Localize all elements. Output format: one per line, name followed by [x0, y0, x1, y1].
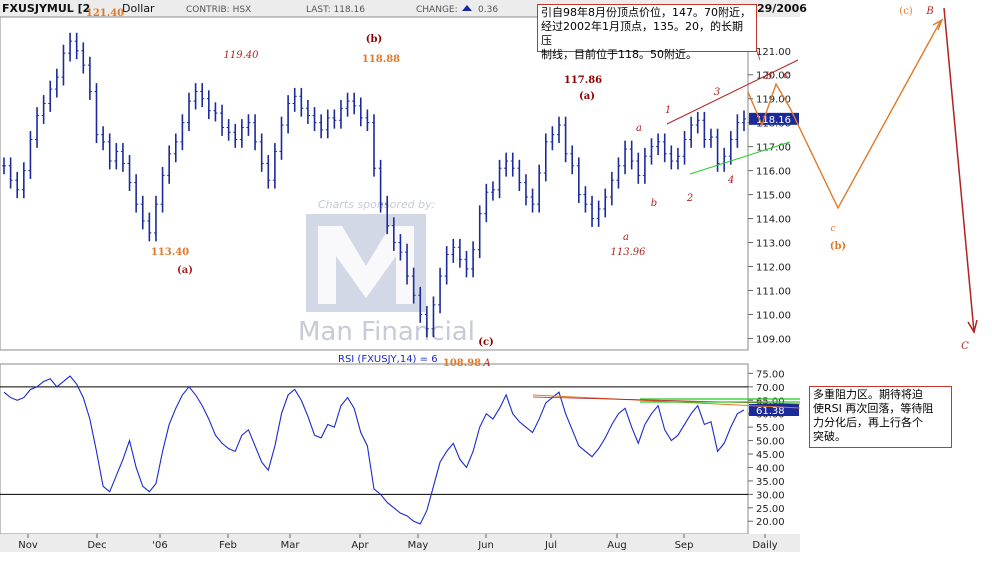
contrib-label: CONTRIB: HSX — [186, 5, 251, 15]
note-bottom-line-1: 多重阻力区。期待将迫 — [813, 388, 923, 401]
label-113-40: 113.40 — [151, 247, 189, 258]
price-tick-label: 115.00 — [756, 191, 791, 202]
price-tick-label: 114.00 — [756, 215, 791, 226]
price-tick-label: 112.00 — [756, 263, 791, 274]
rsi-panel — [0, 363, 749, 535]
watermark-brand-text: Man Financial — [298, 317, 475, 347]
sponsor-watermark: Charts sponsored by: Man Financial — [298, 198, 475, 347]
note-bottom-line-3: 力分化后，再上行各个 — [813, 416, 923, 429]
rsi-tick-label: 40.00 — [756, 463, 785, 474]
label-119-40: 119.40 — [224, 50, 260, 61]
price-tick-label: 119.00 — [756, 95, 791, 106]
projection-path — [747, 21, 941, 210]
price-tick-label: 116.00 — [756, 167, 791, 178]
x-tick-label: Aug — [607, 540, 627, 551]
wave-label-3: 3 — [714, 87, 720, 98]
last-price-tag — [749, 112, 799, 125]
projection-arrowhead — [932, 18, 944, 31]
rsi-line — [3, 375, 745, 525]
rsi-resistance-line-red — [532, 396, 801, 405]
x-axis-bar — [0, 534, 800, 552]
wave-label-A: A — [482, 358, 490, 369]
rsi-tick-label: 25.00 — [756, 504, 785, 515]
date-label: 29/2006 — [757, 2, 807, 15]
label-117-86: 117.86 — [564, 75, 602, 86]
x-tick-label: Sep — [675, 540, 694, 551]
wave-label-a-paren: (a) — [177, 265, 193, 276]
wave-label-c-paren-projection: (c) — [899, 6, 913, 17]
note-bottom-line-4: 突破。 — [813, 430, 846, 443]
x-tick-label: Jun — [477, 540, 494, 551]
price-tick-label: 111.00 — [756, 286, 791, 297]
symbol-label: FXUSJYMUL [2 — [2, 2, 90, 15]
wave-label-b-paren-projection: (b) — [830, 241, 846, 252]
change-value: 0.36 — [478, 5, 498, 15]
watermark-sponsor-text: Charts sponsored by: — [318, 198, 435, 211]
wave-label-b-paren: (b) — [366, 34, 382, 45]
note-bottom-box: 多重阻力区。期待将迫 使RSI 再次回落，等待阻 力分化后，再上行各个 突破。 — [809, 386, 952, 448]
up-arrow-icon — [462, 5, 472, 11]
x-tick-label: Nov — [18, 540, 38, 551]
note-top-line-2: 经过2002年1月顶点，135。20，的长期压 — [541, 20, 743, 47]
label-108-98: 108.98 — [443, 358, 481, 369]
wave-label-b-small-2: b — [766, 71, 772, 82]
wave-label-C: C — [961, 341, 969, 352]
last-price-label: 118.16 — [756, 115, 791, 126]
wave-label-a-lower: a — [623, 232, 629, 243]
note-top-line-3: 制线，目前位于118。50附近。 — [541, 48, 697, 61]
last-label: LAST: 118.16 — [306, 5, 365, 15]
x-tick-label: Feb — [219, 540, 237, 551]
support-trendline — [689, 141, 791, 175]
label-113-96: 113.96 — [611, 247, 647, 258]
wave-label-1: 1 — [665, 105, 671, 116]
wave-label-c-small: c — [783, 70, 789, 81]
wave-label-b-small: b — [651, 198, 657, 209]
watermark-m-shape — [318, 226, 414, 304]
wave-label-2: 2 — [686, 193, 693, 204]
price-tick-label: 120.00 — [756, 71, 791, 82]
price-tick-label: 117.00 — [756, 143, 791, 154]
change-label: CHANGE: — [416, 5, 458, 15]
label-118-88: 118.88 — [362, 54, 400, 65]
last-rsi-label: 61.38 — [756, 406, 785, 417]
price-tick-label: 121.00 — [756, 47, 791, 58]
down-projection-arrowhead — [967, 319, 978, 334]
wave-label-c-paren: (c) — [478, 337, 494, 348]
x-tick-label: Mar — [281, 540, 301, 551]
wave-label-c-projection: c — [830, 224, 835, 234]
price-tick-label: 113.00 — [756, 239, 791, 250]
note-top-line-1: 引自98年8月份顶点价位，147。70附近， — [541, 6, 751, 19]
label-121-40: 121.40 — [86, 8, 124, 19]
x-tick-label: May — [408, 540, 429, 551]
x-tick-label: '06 — [152, 540, 167, 551]
wave-label-a-paren-2: (a) — [579, 91, 595, 102]
rsi-tick-label: 30.00 — [756, 490, 785, 501]
x-tick-label: Daily — [752, 540, 777, 551]
currency-label: Dollar — [122, 2, 155, 15]
resistance-trendline — [666, 59, 799, 125]
rsi-tick-label: 50.00 — [756, 437, 785, 448]
x-tick-label: Apr — [351, 540, 369, 551]
note-top-box: 引自98年8月份顶点价位，147。70附近， 经过2002年1月顶点，135。2… — [537, 4, 757, 61]
x-tick-label: Dec — [87, 540, 106, 551]
wave-label-B: B — [925, 6, 933, 17]
wave-label-4: 4 — [727, 175, 734, 186]
price-tick-label: 110.00 — [756, 310, 791, 321]
rsi-tick-label: 75.00 — [756, 369, 785, 380]
down-projection-line — [943, 7, 975, 333]
note-bottom-line-2: 使RSI 再次回落，等待阻 — [813, 402, 934, 415]
rsi-title: RSI (FXUSJY,14) = 6 — [338, 354, 438, 365]
rsi-tick-label: 55.00 — [756, 423, 785, 434]
rsi-tick-label: 35.00 — [756, 477, 785, 488]
price-tick-label: 109.00 — [756, 334, 791, 345]
wave-label-a-small: a — [636, 123, 642, 134]
x-tick-label: Jul — [544, 540, 557, 551]
rsi-tick-label: 70.00 — [756, 383, 785, 394]
rsi-tick-label: 45.00 — [756, 450, 785, 461]
rsi-tick-label: 20.00 — [756, 517, 785, 528]
